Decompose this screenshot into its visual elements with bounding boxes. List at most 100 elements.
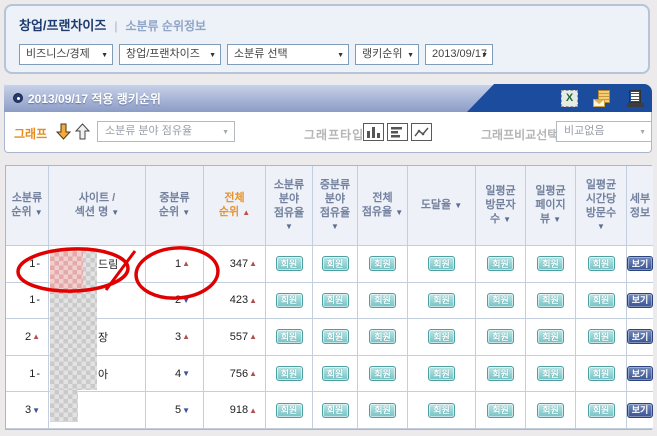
cell-detail: 보기	[627, 282, 653, 320]
select-small-category-value: 소분류 선택	[234, 48, 288, 60]
select-date[interactable]: 2013/09/17 ▼	[425, 44, 493, 65]
cell-daily-visitors: 회원	[476, 392, 526, 429]
member-only-button[interactable]: 회원	[428, 366, 455, 382]
view-detail-button[interactable]: 보기	[627, 402, 653, 418]
col-header-mid-rank[interactable]: 중분류 순위 ▼	[146, 166, 204, 246]
member-only-button[interactable]: 회원	[537, 329, 564, 345]
member-only-button[interactable]: 회원	[275, 256, 303, 272]
member-only-button[interactable]: 회원	[587, 329, 615, 345]
filter-selects-row: 비즈니스/경제 ▼ 창업/프랜차이즈 ▼ 소분류 선택 ▼ 랭키순위 ▼ 2013/09…	[19, 44, 493, 65]
breadcrumb: 창업/프랜차이즈 | 소분류 순위정보	[19, 15, 206, 34]
mail-envelope-shape	[593, 99, 605, 107]
view-detail-button[interactable]: 보기	[627, 256, 653, 272]
cell-mid-rank: 1 ▲	[146, 246, 204, 283]
member-only-button[interactable]: 회원	[275, 366, 303, 382]
cell-small-share: 회원	[266, 319, 313, 356]
select-rank-type[interactable]: 랭키순위 ▼	[355, 44, 419, 65]
col-header-daily-pageviews[interactable]: 일평균 페이지 뷰 ▼	[526, 166, 576, 246]
col-header-total-share[interactable]: 전체 점유율 ▼	[358, 166, 408, 246]
cell-small-share: 회원	[266, 282, 313, 320]
cell-detail: 보기	[627, 246, 653, 283]
member-only-button[interactable]: 회원	[537, 292, 564, 308]
email-report-icon[interactable]	[593, 90, 612, 107]
cell-mid-share: 회원	[313, 392, 358, 429]
cell-reach-rate: 회원	[408, 392, 476, 429]
cell-total-rank: 423 ▲	[204, 282, 266, 320]
col-header-site-name[interactable]: 사이트 / 섹션 명 ▼	[49, 166, 146, 246]
horizontal-bar-chart-icon[interactable]	[387, 123, 408, 141]
member-only-button[interactable]: 회원	[369, 256, 396, 272]
member-only-button[interactable]: 회원	[321, 366, 349, 382]
view-detail-button[interactable]: 보기	[627, 292, 653, 308]
cell-daily-visitors: 회원	[476, 282, 526, 320]
line-chart-icon[interactable]	[411, 123, 432, 141]
censored-site-name-mosaic	[50, 390, 78, 422]
col-header-hourly-visits[interactable]: 일평균 시간당 방문수 ▼	[576, 166, 627, 246]
sort-descending-arrow-icon[interactable]	[56, 123, 71, 140]
col-header-reach-rate[interactable]: 도달율 ▼	[408, 166, 476, 246]
member-only-button[interactable]: 회원	[369, 366, 396, 382]
bar-chart-icon[interactable]	[363, 123, 384, 141]
member-only-button[interactable]: 회원	[369, 292, 396, 308]
member-only-button[interactable]: 회원	[428, 256, 455, 272]
member-only-button[interactable]: 회원	[275, 402, 303, 418]
select-mid-category-value: 창업/프랜차이즈	[126, 48, 200, 60]
member-only-button[interactable]: 회원	[587, 292, 615, 308]
member-only-button[interactable]: 회원	[369, 402, 396, 418]
col-header-small-share[interactable]: 소분류 분야 점유율 ▼	[266, 166, 313, 246]
member-only-button[interactable]: 회원	[587, 256, 615, 272]
cell-daily-pageviews: 회원	[526, 319, 576, 356]
graph-compare-select[interactable]: 비교없음 ▼	[556, 121, 652, 142]
cell-reach-rate: 회원	[408, 246, 476, 283]
view-detail-button[interactable]: 보기	[627, 366, 653, 382]
member-only-button[interactable]: 회원	[275, 292, 303, 308]
sort-icon: ▼	[553, 215, 562, 224]
member-only-button[interactable]: 회원	[428, 329, 455, 345]
member-only-button[interactable]: 회원	[487, 256, 514, 272]
member-only-button[interactable]: 회원	[275, 329, 303, 345]
cell-hourly-visits: 회원	[576, 355, 627, 393]
col-header-small-rank[interactable]: 소분류 순위 ▼	[6, 166, 49, 246]
member-only-button[interactable]: 회원	[369, 329, 396, 345]
select-small-category[interactable]: 소분류 선택 ▼	[227, 44, 349, 65]
cell-mid-share: 회원	[313, 246, 358, 283]
select-mid-category[interactable]: 창업/프랜차이즈 ▼	[119, 44, 221, 65]
member-only-button[interactable]: 회원	[321, 292, 349, 308]
member-only-button[interactable]: 회원	[428, 402, 455, 418]
excel-export-icon[interactable]: X	[561, 90, 578, 107]
member-only-button[interactable]: 회원	[587, 366, 615, 382]
member-only-button[interactable]: 회원	[537, 366, 564, 382]
member-only-button[interactable]: 회원	[487, 329, 514, 345]
print-icon[interactable]	[627, 90, 644, 107]
member-only-button[interactable]: 회원	[428, 292, 455, 308]
cell-mid-share: 회원	[313, 319, 358, 356]
sort-icon: ▼	[285, 221, 293, 231]
cell-daily-pageviews: 회원	[526, 282, 576, 320]
sort-ascending-arrow-icon[interactable]	[75, 123, 90, 140]
member-only-button[interactable]: 회원	[321, 329, 349, 345]
member-only-button[interactable]: 회원	[487, 402, 514, 418]
member-only-button[interactable]: 회원	[321, 402, 349, 418]
col-header-mid-share[interactable]: 중분류 분야 점유율 ▼	[313, 166, 358, 246]
member-only-button[interactable]: 회원	[537, 256, 564, 272]
view-detail-button[interactable]: 보기	[627, 329, 653, 345]
cell-daily-visitors: 회원	[476, 319, 526, 356]
cell-mid-share: 회원	[313, 282, 358, 320]
censored-site-name-mosaic-pink	[50, 252, 83, 294]
member-only-button[interactable]: 회원	[537, 402, 564, 418]
graph-metric-select[interactable]: 소분류 분야 점유율 ▼	[97, 121, 235, 142]
chevron-down-icon: ▼	[337, 52, 344, 59]
title-divider: |	[114, 19, 118, 33]
member-only-button[interactable]: 회원	[487, 366, 514, 382]
col-header-daily-visitors[interactable]: 일평균 방문자 수 ▼	[476, 166, 526, 246]
cell-total-share: 회원	[358, 392, 408, 429]
ranking-table: 소분류 순위 ▼ 사이트 / 섹션 명 ▼ 중분류 순위 ▼ 전체 순위 ▲ 소…	[5, 165, 653, 430]
member-only-button[interactable]: 회원	[321, 256, 349, 272]
sort-icon: ▼	[454, 201, 463, 210]
member-only-button[interactable]: 회원	[587, 402, 615, 418]
cell-total-share: 회원	[358, 282, 408, 320]
select-top-category[interactable]: 비즈니스/경제 ▼	[19, 44, 113, 65]
col-header-total-rank[interactable]: 전체 순위 ▲	[204, 166, 266, 246]
member-only-button[interactable]: 회원	[487, 292, 514, 308]
cell-detail: 보기	[627, 392, 653, 429]
